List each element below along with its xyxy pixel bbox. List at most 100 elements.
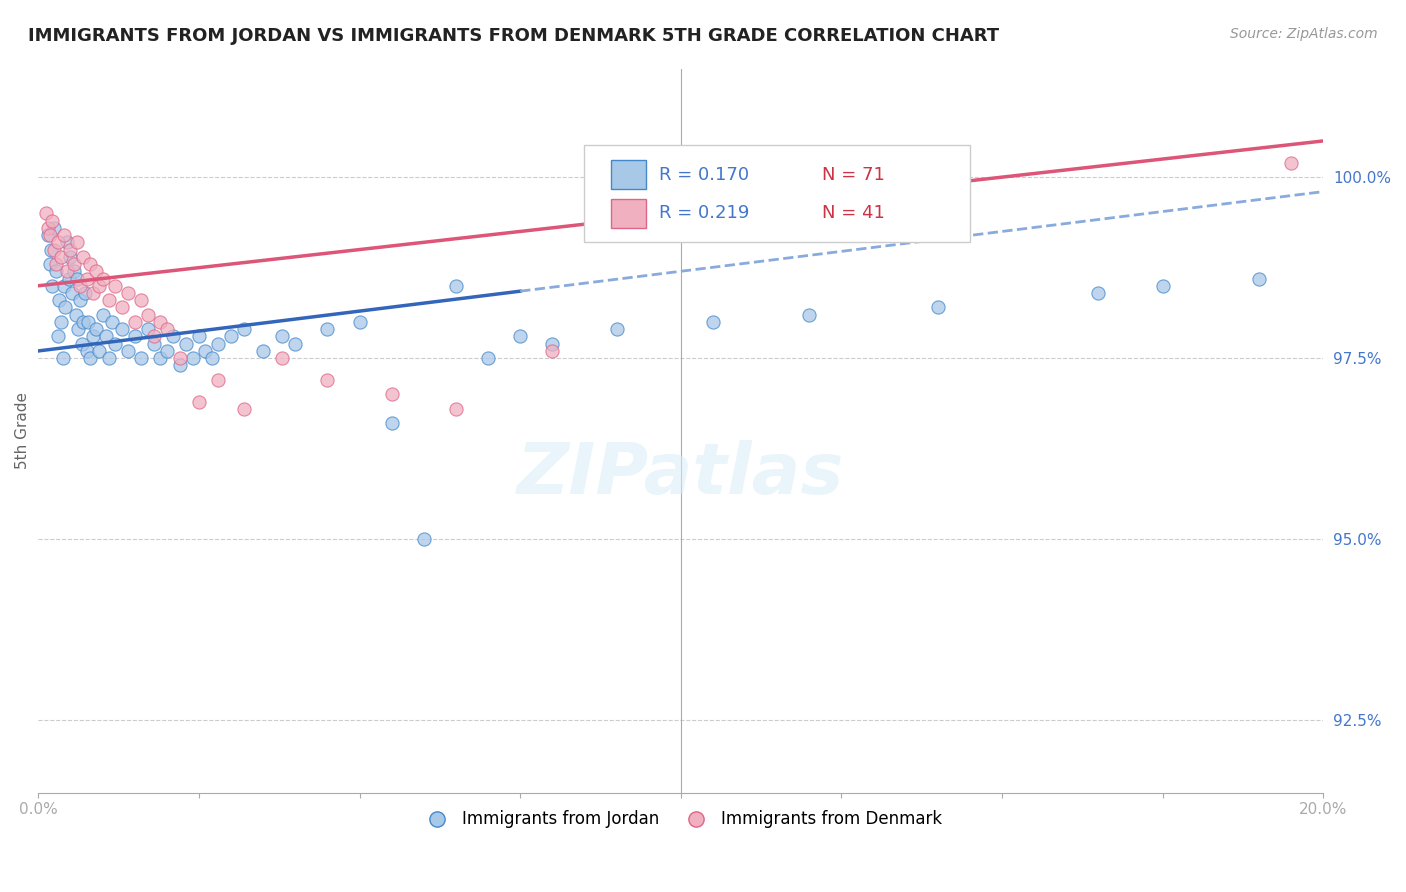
Point (252, 343, 274, 358)
Point (49, 315, 72, 329)
Point (58, 271, 80, 285)
Point (104, 278, 127, 293)
FancyBboxPatch shape (612, 199, 647, 227)
Point (72, 315, 94, 329)
Point (70, 336, 93, 351)
Point (46, 235, 69, 250)
Point (41, 278, 63, 293)
Point (69, 293, 91, 308)
Point (111, 301, 134, 315)
Point (129, 293, 152, 308)
Point (412, 532, 434, 546)
Point (124, 315, 146, 329)
Point (49, 250, 72, 264)
Point (271, 351, 294, 366)
Text: Source: ZipAtlas.com: Source: ZipAtlas.com (1230, 27, 1378, 41)
FancyBboxPatch shape (585, 145, 970, 243)
Point (541, 343, 564, 358)
Point (143, 329, 166, 343)
Text: IMMIGRANTS FROM JORDAN VS IMMIGRANTS FROM DENMARK 5TH GRADE CORRELATION CHART: IMMIGRANTS FROM JORDAN VS IMMIGRANTS FRO… (28, 27, 1000, 45)
Point (136, 308, 159, 322)
Point (38, 257, 60, 271)
Point (927, 301, 949, 315)
Point (117, 343, 139, 358)
Point (98, 293, 121, 308)
Point (316, 373, 339, 387)
Point (271, 329, 294, 343)
Point (232, 401, 254, 416)
Point (45, 264, 67, 278)
Point (89, 278, 111, 293)
Point (101, 315, 124, 329)
Text: R = 0.219: R = 0.219 (659, 204, 749, 222)
Point (129, 351, 152, 366)
Point (149, 351, 172, 366)
FancyBboxPatch shape (612, 161, 647, 189)
Point (111, 322, 134, 336)
Point (799, 308, 821, 322)
Point (201, 351, 224, 366)
Point (46, 329, 69, 343)
Text: N = 71: N = 71 (823, 166, 884, 184)
Text: ZIPatlas: ZIPatlas (517, 440, 845, 508)
Point (156, 343, 179, 358)
Point (37, 220, 59, 235)
Point (72, 250, 94, 264)
Point (207, 336, 229, 351)
Point (84, 264, 107, 278)
Point (73, 285, 96, 300)
Point (79, 257, 101, 271)
Point (606, 322, 628, 336)
Point (1087, 285, 1109, 300)
Point (91, 271, 114, 285)
Point (1152, 278, 1174, 293)
Point (35, 206, 58, 220)
Point (181, 351, 204, 366)
Point (60, 285, 83, 300)
Point (52, 351, 75, 366)
Point (69, 278, 91, 293)
Point (91, 308, 114, 322)
Legend: Immigrants from Jordan, Immigrants from Denmark: Immigrants from Jordan, Immigrants from … (413, 804, 948, 835)
Point (444, 278, 467, 293)
Point (66, 271, 89, 285)
Point (207, 373, 229, 387)
Point (82, 285, 104, 300)
Point (79, 351, 101, 366)
Point (169, 351, 191, 366)
Point (444, 401, 467, 416)
Point (194, 343, 217, 358)
Point (381, 417, 404, 431)
Point (48, 293, 70, 308)
Point (44, 243, 66, 257)
Point (62, 264, 84, 278)
Point (188, 329, 211, 343)
Point (76, 343, 98, 358)
Point (232, 322, 254, 336)
Point (53, 228, 76, 243)
Point (117, 285, 139, 300)
Point (162, 329, 184, 343)
Point (56, 264, 79, 278)
Point (702, 315, 724, 329)
Point (188, 394, 211, 409)
Point (143, 336, 166, 351)
Point (541, 336, 564, 351)
Point (67, 322, 90, 336)
Point (66, 235, 89, 250)
Point (84, 322, 107, 336)
Point (59, 243, 82, 257)
Point (104, 336, 127, 351)
Point (174, 336, 197, 351)
Point (59, 250, 82, 264)
Point (53, 301, 76, 315)
Point (77, 315, 100, 329)
Point (37, 228, 59, 243)
Point (381, 387, 404, 401)
Point (219, 329, 242, 343)
Point (44, 220, 66, 235)
Point (1247, 271, 1270, 285)
Point (477, 351, 499, 366)
Text: R = 0.170: R = 0.170 (659, 166, 749, 184)
Point (41, 213, 63, 227)
